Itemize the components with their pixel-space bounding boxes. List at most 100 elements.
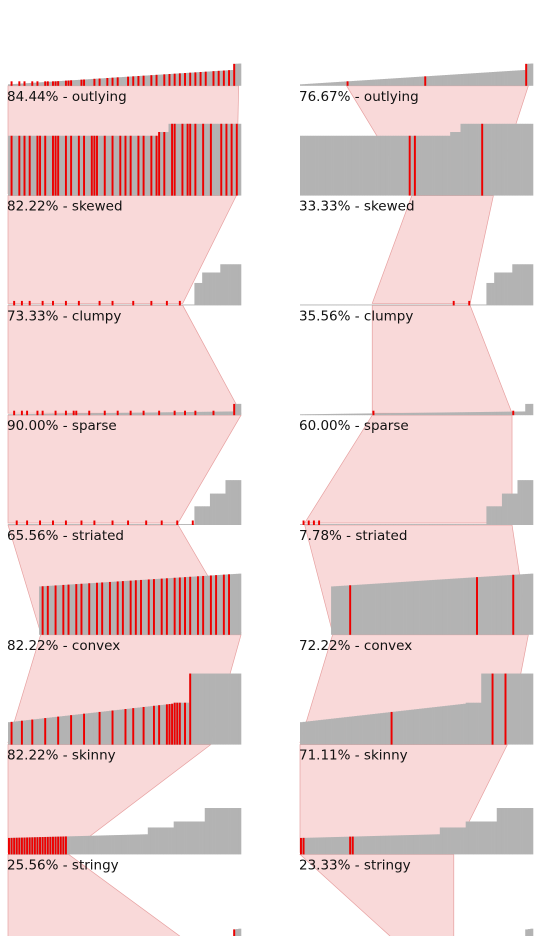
bar [499, 575, 503, 635]
bar [507, 272, 510, 306]
bar [380, 524, 384, 525]
bar [499, 506, 503, 525]
bar [369, 836, 373, 855]
bar [494, 123, 498, 196]
bar [388, 524, 391, 525]
bar [305, 414, 309, 416]
bar [385, 582, 389, 635]
bar [209, 71, 213, 86]
bar [468, 577, 472, 635]
bar [62, 716, 66, 745]
bar [228, 264, 231, 306]
bar [341, 717, 345, 745]
bar [473, 73, 477, 86]
panel-clumpy: 35.56% - clumpy [299, 264, 534, 324]
bar [424, 708, 428, 745]
bar [395, 582, 399, 635]
bar [395, 524, 399, 525]
bar [465, 412, 469, 416]
bar [121, 76, 125, 86]
bar [178, 412, 182, 416]
highlight-bar [116, 77, 119, 86]
bar [491, 506, 495, 525]
bar [217, 272, 221, 306]
highlight-bar [70, 135, 73, 196]
highlight-bar [233, 403, 236, 416]
bar [235, 808, 239, 855]
bar [450, 705, 454, 745]
bar [119, 834, 123, 855]
bar [230, 264, 234, 306]
bar [33, 413, 37, 416]
bar [486, 282, 490, 306]
bar [307, 304, 311, 306]
bar [328, 304, 332, 306]
bar [140, 524, 143, 525]
bar [413, 524, 417, 525]
bar [103, 835, 107, 855]
bar [196, 411, 200, 416]
bar [312, 135, 316, 196]
highlight-bar [178, 702, 181, 745]
highlight-bar [312, 520, 315, 525]
bar [111, 835, 115, 855]
bar [406, 304, 410, 306]
panel-label: 65.56% - striated [7, 528, 124, 544]
bar [101, 78, 105, 86]
bar [349, 304, 353, 306]
highlight-bar [31, 837, 34, 855]
bar [455, 827, 459, 855]
bar [57, 524, 61, 525]
bar [114, 710, 118, 745]
bar [504, 71, 508, 86]
bar [488, 411, 492, 416]
bar [137, 580, 141, 635]
bar [13, 524, 17, 525]
bar [403, 524, 407, 525]
highlight-bar [351, 836, 354, 855]
bar [134, 135, 138, 196]
bar [395, 835, 399, 855]
bar [103, 711, 107, 745]
bar [233, 808, 237, 855]
bar [36, 524, 40, 525]
bar [421, 708, 425, 745]
bar [359, 715, 363, 745]
bar [444, 304, 448, 306]
bar [310, 135, 314, 196]
bar [390, 135, 394, 196]
bar [80, 713, 84, 745]
bar [96, 524, 99, 525]
bar [388, 835, 391, 855]
bar [496, 808, 500, 855]
bar [406, 710, 410, 745]
bar [199, 123, 203, 196]
bar [372, 524, 376, 525]
bar [351, 585, 355, 635]
bar [478, 524, 482, 525]
bar [419, 76, 422, 86]
bar [158, 827, 162, 855]
bar [468, 73, 472, 86]
bar [460, 827, 464, 855]
bar [196, 673, 200, 745]
bar [447, 578, 451, 635]
bar [207, 411, 211, 416]
bar [400, 835, 404, 855]
bar [312, 83, 316, 86]
bar [57, 413, 61, 416]
bar [220, 411, 224, 416]
bar [88, 524, 92, 525]
bar [380, 79, 384, 86]
bar [520, 264, 523, 306]
bar [181, 702, 185, 745]
bar [395, 304, 399, 306]
bar [121, 524, 125, 525]
bar [377, 583, 381, 635]
bar [186, 412, 190, 416]
bar [121, 834, 125, 855]
bar [85, 583, 89, 635]
bar [49, 413, 53, 416]
bar [426, 135, 430, 196]
bar [525, 264, 529, 306]
